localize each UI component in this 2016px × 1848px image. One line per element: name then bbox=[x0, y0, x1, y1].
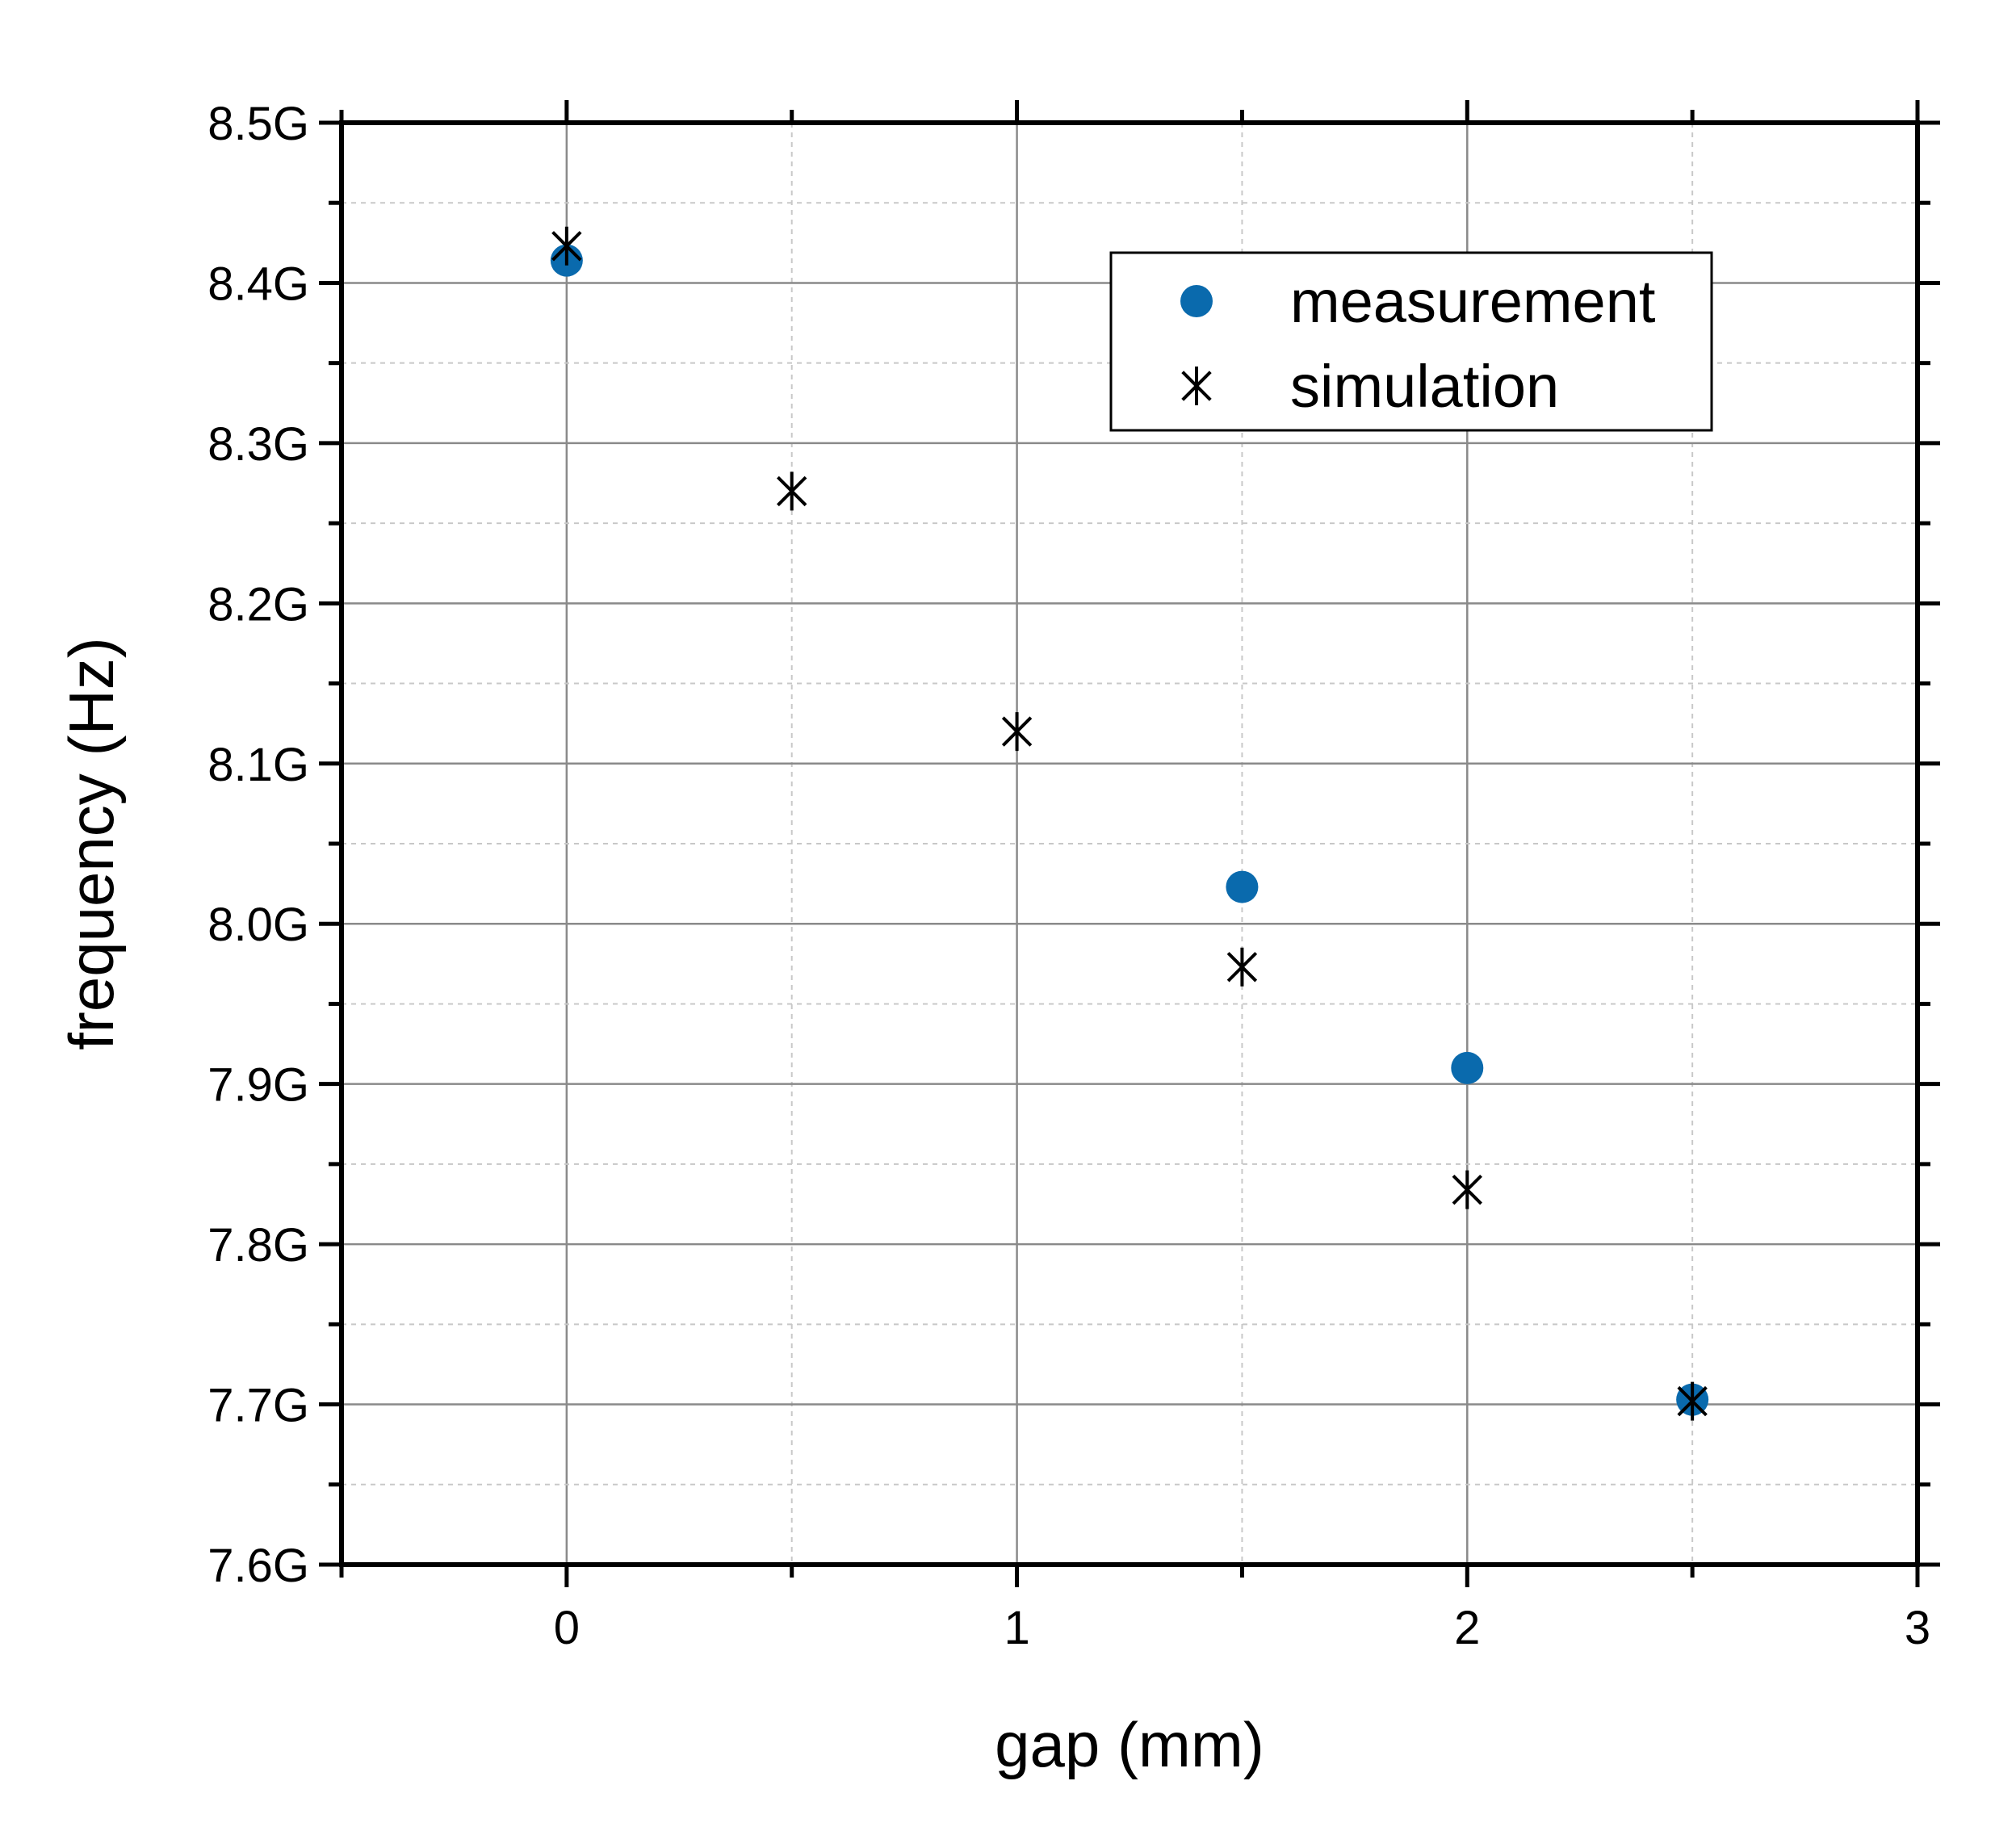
axis-ticks bbox=[319, 100, 1940, 1587]
legend-marker-measurement bbox=[1180, 285, 1213, 317]
measurement-point bbox=[1226, 870, 1259, 903]
y-tick-label: 8.1G bbox=[207, 739, 309, 791]
x-tick-label: 1 bbox=[1004, 1602, 1029, 1654]
x-axis-title: gap (mm) bbox=[995, 1709, 1264, 1780]
legend-marker-simulation bbox=[1181, 367, 1212, 405]
legend-label-simulation: simulation bbox=[1290, 353, 1559, 420]
y-tick-label: 8.0G bbox=[207, 899, 309, 951]
y-tick-label: 7.8G bbox=[207, 1219, 309, 1272]
legend: measurement simulation bbox=[1109, 251, 1713, 432]
y-tick-label: 8.2G bbox=[207, 578, 309, 631]
y-tick-label: 7.6G bbox=[207, 1540, 309, 1592]
y-tick-label: 8.5G bbox=[207, 98, 309, 150]
x-tick-label: 3 bbox=[1905, 1602, 1930, 1654]
legend-box bbox=[1109, 251, 1713, 432]
simulation-point bbox=[1001, 712, 1033, 752]
legend-asterisk-icon bbox=[1181, 367, 1212, 405]
legend-label-measurement: measurement bbox=[1290, 268, 1656, 335]
data-points bbox=[550, 226, 1709, 1421]
simulation-point bbox=[1226, 947, 1258, 987]
simulation-point bbox=[777, 471, 807, 511]
x-tick-label: 0 bbox=[554, 1602, 580, 1654]
simulation-point bbox=[1452, 1170, 1482, 1209]
grid-lines bbox=[342, 123, 1918, 1565]
y-tick-label: 8.3G bbox=[207, 418, 309, 471]
simulation-point bbox=[551, 226, 582, 266]
legend-circle-icon bbox=[1180, 285, 1213, 317]
y-tick-label: 7.9G bbox=[207, 1059, 309, 1112]
y-tick-label: 7.7G bbox=[207, 1380, 309, 1432]
y-tick-label: 8.4G bbox=[207, 258, 309, 310]
measurement-point bbox=[1451, 1051, 1484, 1084]
y-axis-title: frequency (Hz) bbox=[56, 637, 127, 1050]
x-tick-label: 2 bbox=[1454, 1602, 1480, 1654]
tick-labels: 0 1 2 3 7.6G 7.7G 7.8G 7.9G 8.0G 8.1G 8.2G 8.3G 8.4G… bbox=[207, 98, 1930, 1654]
simulation-point bbox=[1677, 1381, 1708, 1421]
